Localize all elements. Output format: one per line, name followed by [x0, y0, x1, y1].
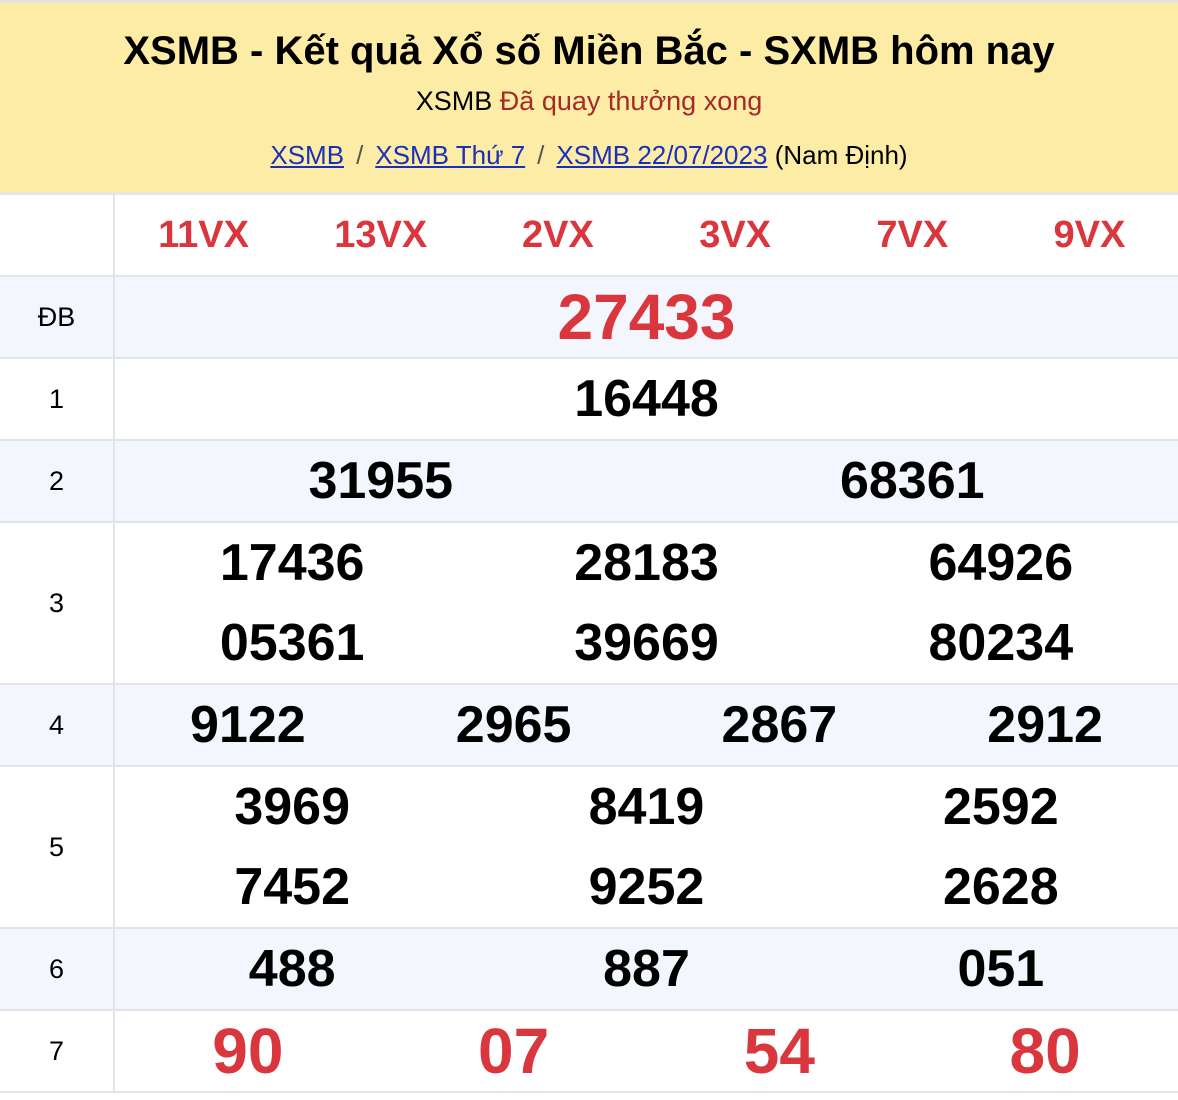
- prize-row-7: 7 90 07 54 80: [0, 1010, 1178, 1093]
- prize-number: 488: [248, 940, 336, 998]
- ticket-code: 7VX: [876, 213, 949, 256]
- breadcrumb-separator: /: [537, 140, 545, 170]
- prize-label: 3: [0, 522, 115, 685]
- breadcrumb: XSMB / XSMB Thứ 7 / XSMB 22/07/2023 (Nam Địn…: [0, 139, 1178, 171]
- prize-row-2: 2 31955 68361: [0, 440, 1178, 523]
- prize-number: 05361: [219, 614, 365, 672]
- prize-number: 16448: [574, 370, 719, 428]
- prize-number: 31955: [308, 452, 454, 510]
- prize-number: 051: [957, 940, 1045, 998]
- prize-row-3: 3 17436 28183 64926 05361 39669 80234: [0, 522, 1178, 685]
- prize-label: 2: [0, 440, 115, 523]
- prize-number: 2628: [942, 858, 1059, 916]
- prize-number: 8419: [588, 778, 705, 836]
- prize-number: 80: [1009, 1015, 1081, 1087]
- prize-number: 2867: [721, 696, 838, 754]
- breadcrumb-xsmb-date[interactable]: XSMB 22/07/2023: [556, 140, 768, 170]
- prize-number: 64926: [928, 534, 1074, 592]
- prize-row-4: 4 9122 2965 2867 2912: [0, 684, 1178, 767]
- prize-number: 7452: [234, 858, 350, 916]
- draw-status: XSMB Đã quay thưởng xong: [0, 84, 1178, 118]
- empty-label-cell: [0, 195, 115, 277]
- ticket-code: 9VX: [1053, 213, 1126, 256]
- prize-row-6: 6 488 887 051: [0, 928, 1178, 1011]
- results-table: 11VX 13VX 2VX 3VX 7VX 9VX ĐB 27433 1 164…: [0, 195, 1178, 1093]
- province-name: (Nam Định): [774, 140, 908, 170]
- prize-number: 887: [603, 940, 690, 998]
- prize-number: 68361: [839, 452, 985, 510]
- page-header: XSMB - Kết quả Xổ số Miền Bắc - SXMB hôm…: [0, 0, 1178, 195]
- prize-number: 2965: [455, 696, 572, 754]
- breadcrumb-separator: /: [356, 140, 364, 170]
- prize-number: 54: [743, 1015, 815, 1087]
- ticket-code: 3VX: [699, 213, 772, 256]
- prize-label: ĐB: [0, 276, 115, 359]
- prize-label: 5: [0, 766, 115, 929]
- prize-number: 28183: [574, 534, 719, 592]
- prize-number: 9122: [190, 696, 306, 754]
- breadcrumb-xsmb-thu-7[interactable]: XSMB Thứ 7: [375, 140, 526, 170]
- codes-row: 11VX 13VX 2VX 3VX 7VX 9VX: [0, 195, 1178, 277]
- breadcrumb-xsmb[interactable]: XSMB: [270, 140, 345, 170]
- ticket-code: 2VX: [522, 213, 594, 256]
- ticket-code: 11VX: [158, 213, 250, 256]
- prize-number: 80234: [928, 614, 1074, 672]
- ticket-code: 13VX: [334, 213, 428, 256]
- special-prize-number: 27433: [557, 281, 736, 353]
- status-text: Đã quay thưởng xong: [499, 86, 763, 116]
- prize-number: 9252: [588, 858, 705, 916]
- prize-row-5: 5 3969 8419 2592 7452 9252 2628: [0, 766, 1178, 929]
- prize-number: 2592: [942, 778, 1059, 836]
- prize-row-1: 1 16448: [0, 358, 1178, 441]
- prize-label: 4: [0, 684, 115, 767]
- prize-label: 7: [0, 1010, 115, 1093]
- prize-label: 6: [0, 928, 115, 1011]
- prize-row-db: ĐB 27433: [0, 276, 1178, 359]
- prize-number: 90: [212, 1015, 284, 1087]
- status-prefix: XSMB: [415, 86, 493, 116]
- prize-number: 17436: [219, 534, 365, 592]
- prize-number: 39669: [574, 614, 719, 672]
- prize-number: 07: [478, 1015, 550, 1087]
- prize-number: 2912: [987, 696, 1103, 754]
- ticket-codes: 11VX 13VX 2VX 3VX 7VX 9VX: [115, 214, 1178, 257]
- page-title: XSMB - Kết quả Xổ số Miền Bắc - SXMB hôm…: [123, 29, 1055, 73]
- prize-label: 1: [0, 358, 115, 441]
- prize-number: 3969: [234, 778, 350, 836]
